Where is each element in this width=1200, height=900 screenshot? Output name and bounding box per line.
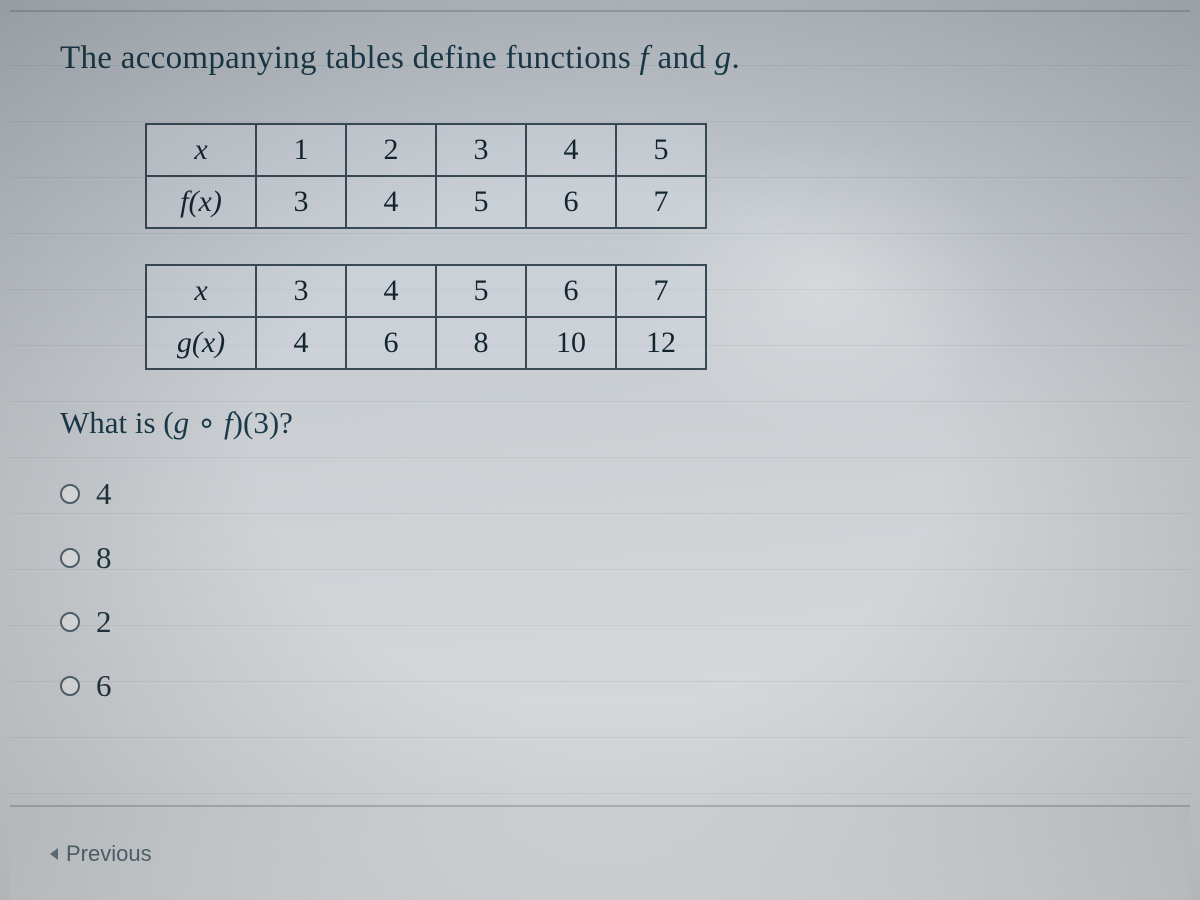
chevron-left-icon (50, 848, 58, 860)
table-row: f(x) 3 4 5 6 7 (146, 176, 706, 228)
prompt-func-f: f (640, 40, 649, 76)
previous-label: Previous (66, 841, 152, 867)
table-f-x-0: 1 (256, 124, 346, 176)
option-2-label: 2 (96, 604, 112, 640)
option-3[interactable]: 6 (60, 668, 1140, 704)
table-f-y-0: 3 (256, 176, 346, 228)
table-g-y-2: 8 (436, 317, 526, 369)
prompt-and: and (649, 40, 715, 76)
prompt-func-g: g (715, 40, 732, 76)
table-f-x-2: 3 (436, 124, 526, 176)
option-1[interactable]: 8 (60, 540, 1140, 576)
table-g: x 3 4 5 6 7 g(x) 4 6 8 10 12 (145, 264, 707, 370)
option-1-label: 8 (96, 540, 112, 576)
radio-icon[interactable] (60, 484, 80, 504)
radio-icon[interactable] (60, 676, 80, 696)
table-f-header-fx: f(x) (146, 176, 256, 228)
tables-container: x 1 2 3 4 5 f(x) 3 4 5 6 7 x 3 4 5 (145, 123, 1140, 370)
table-f-y-3: 6 (526, 176, 616, 228)
previous-button[interactable]: Previous (50, 841, 152, 867)
bottom-nav-bar: Previous (10, 805, 1190, 900)
table-row: g(x) 4 6 8 10 12 (146, 317, 706, 369)
table-g-header-gx: g(x) (146, 317, 256, 369)
radio-icon[interactable] (60, 612, 80, 632)
question-suffix: )(3)? (233, 405, 293, 440)
table-g-x-1: 4 (346, 265, 436, 317)
option-2[interactable]: 2 (60, 604, 1140, 640)
table-f-x-1: 2 (346, 124, 436, 176)
prompt-suffix: . (731, 40, 740, 76)
table-g-y-1: 6 (346, 317, 436, 369)
table-row: x 1 2 3 4 5 (146, 124, 706, 176)
question-compose: ∘ (189, 405, 224, 440)
table-g-x-0: 3 (256, 265, 346, 317)
prompt-prefix: The accompanying tables define functions (60, 40, 640, 76)
question-g: g (174, 405, 190, 440)
option-0-label: 4 (96, 476, 112, 512)
radio-icon[interactable] (60, 548, 80, 568)
table-g-header-x: x (146, 265, 256, 317)
table-f: x 1 2 3 4 5 f(x) 3 4 5 6 7 (145, 123, 707, 229)
table-f-y-4: 7 (616, 176, 706, 228)
question-prefix: What is ( (60, 405, 174, 440)
table-f-x-3: 4 (526, 124, 616, 176)
table-f-y-2: 5 (436, 176, 526, 228)
table-g-y-3: 10 (526, 317, 616, 369)
table-f-x-4: 5 (616, 124, 706, 176)
question-text: What is (g ∘ f)(3)? (60, 405, 1140, 441)
question-panel: The accompanying tables define functions… (10, 10, 1190, 800)
table-g-y-4: 12 (616, 317, 706, 369)
option-3-label: 6 (96, 668, 112, 704)
table-f-header-x: x (146, 124, 256, 176)
question-f: f (224, 405, 233, 440)
table-g-y-0: 4 (256, 317, 346, 369)
prompt-text: The accompanying tables define functions… (60, 40, 1140, 77)
table-g-x-4: 7 (616, 265, 706, 317)
option-0[interactable]: 4 (60, 476, 1140, 512)
table-g-x-2: 5 (436, 265, 526, 317)
table-f-y-1: 4 (346, 176, 436, 228)
table-g-x-3: 6 (526, 265, 616, 317)
options-group: 4 8 2 6 (60, 476, 1140, 704)
table-row: x 3 4 5 6 7 (146, 265, 706, 317)
